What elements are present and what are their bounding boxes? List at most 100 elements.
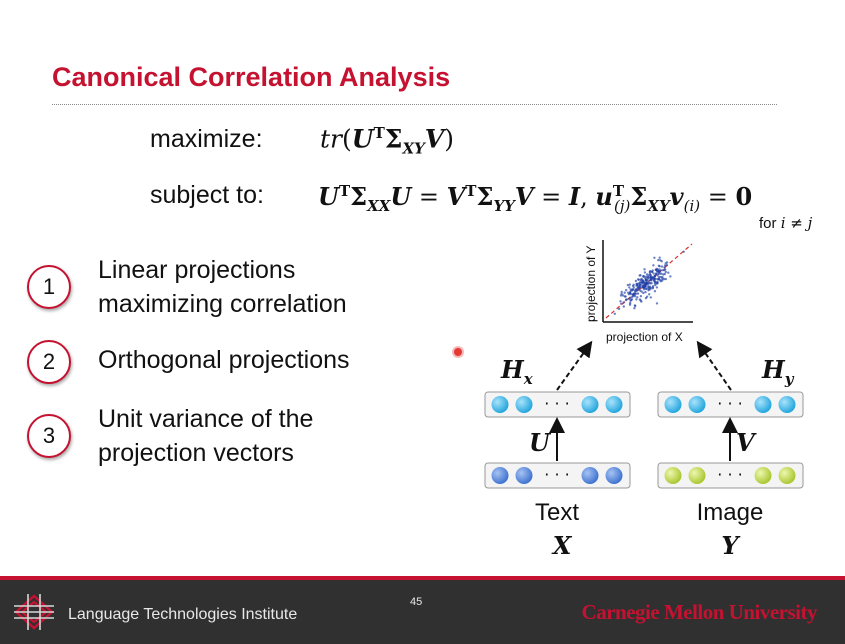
scatter-point [646, 279, 649, 282]
scatter-point [632, 294, 635, 298]
scatter-point [646, 276, 650, 279]
title-divider [52, 104, 777, 105]
scatter-point [635, 282, 638, 286]
scatter-point [634, 279, 638, 283]
right-hidden-node [664, 396, 682, 413]
scatter-point [623, 295, 627, 298]
scatter-point [652, 276, 656, 279]
scatter-point [647, 288, 650, 291]
scatter-cloud [592, 250, 685, 322]
scatter-point [634, 304, 637, 308]
image-input-node [778, 467, 796, 484]
scatter-point [649, 296, 652, 299]
condition-expression: i ≠ j [780, 214, 813, 232]
scatter-point [650, 282, 653, 285]
scatter-point [628, 303, 632, 306]
scatter-point [657, 277, 661, 280]
image-input-node [754, 467, 772, 484]
point-badge-2: 2 [27, 340, 71, 384]
scatter-point [655, 272, 658, 276]
scatter-point [664, 268, 667, 271]
image-variable: Y [721, 531, 739, 560]
point-badge-3: 3 [27, 414, 71, 458]
scatter-point [642, 291, 645, 295]
scatter-point [645, 295, 649, 298]
scatter-point [652, 272, 655, 275]
objective-formula: tr(UTΣXYV) [320, 124, 454, 158]
weight-v-label: V [736, 428, 757, 457]
scatter-point [620, 292, 623, 296]
scatter-point [664, 277, 667, 281]
scatter-point [628, 283, 631, 286]
point-1-line-1: Linear projections [98, 256, 296, 284]
scatter-point [624, 298, 628, 302]
right-hidden-node [688, 396, 706, 413]
scatter-point [659, 280, 663, 283]
scatter-point [655, 286, 659, 289]
scatter-point [661, 269, 665, 272]
scatter-point [628, 286, 631, 289]
scatter-point [651, 287, 654, 290]
left-hidden-ellipsis: · · · [544, 394, 569, 413]
text-input-node [515, 467, 533, 484]
scatter-point [632, 286, 635, 289]
lti-logo-icon [14, 594, 54, 630]
scatter-point [641, 281, 644, 284]
right-hidden-ellipsis: · · · [717, 394, 742, 413]
left-hidden-node [515, 396, 533, 413]
scatter-point [669, 275, 672, 278]
scatter-point [631, 288, 635, 291]
scatter-point [653, 256, 656, 259]
constraint-formula: UTΣXXU = VTΣYYV = I, uT(j)ΣXYv(i) = 0 [318, 182, 753, 215]
left-hidden-label: Hx [500, 355, 534, 388]
scatter-point [627, 293, 631, 296]
scatter-point [623, 291, 626, 294]
text-input-node [491, 467, 509, 484]
scatter-point [657, 258, 660, 262]
condition-prefix: for [759, 215, 777, 232]
point-3-line-2: projection vectors [98, 439, 294, 467]
weight-u-label: U [529, 428, 552, 457]
laser-pointer-dot [454, 348, 462, 356]
scatter-point [657, 264, 661, 267]
right-hidden-label: Hy [761, 355, 795, 388]
text-input-node [605, 467, 623, 484]
scatter-point [659, 259, 662, 262]
scatter-point [652, 264, 655, 267]
scatter-point [665, 264, 669, 267]
scatter-point [637, 286, 640, 289]
point-text-3: Unit variance of the projection vectors [98, 402, 313, 470]
image-input-node [664, 467, 682, 484]
scatter-point [654, 283, 657, 287]
scatter-point [636, 296, 639, 299]
scatter-point [622, 301, 625, 304]
left-hidden-node [581, 396, 599, 413]
scatter-point [635, 287, 638, 291]
text-input-node [581, 467, 599, 484]
scatter-diagonal-line [605, 243, 693, 319]
point-1-line-2: maximizing correlation [98, 290, 347, 318]
y-axis-label: projection of Y [584, 246, 598, 323]
scatter-point [653, 279, 656, 283]
scatter-point [642, 288, 646, 291]
scatter-point [617, 307, 621, 311]
right-hidden-node [754, 396, 772, 413]
scatter-point [640, 278, 643, 282]
image-input-ellipsis: · · · [717, 465, 742, 484]
scatter-point [643, 271, 647, 274]
scatter-point [635, 289, 638, 292]
scatter-point [649, 286, 652, 290]
scatter-point [665, 261, 669, 264]
scatter-point [635, 298, 638, 301]
scatter-point [625, 289, 628, 292]
scatter-point [660, 265, 664, 268]
text-input-ellipsis: · · · [544, 465, 569, 484]
scatter-point [667, 271, 670, 274]
scatter-point [640, 290, 643, 293]
scatter-point [592, 319, 596, 322]
scatter-point [633, 295, 637, 298]
slide-title: Canonical Correlation Analysis [52, 62, 451, 92]
scatter-point [633, 292, 636, 295]
scatter-point [642, 275, 645, 278]
